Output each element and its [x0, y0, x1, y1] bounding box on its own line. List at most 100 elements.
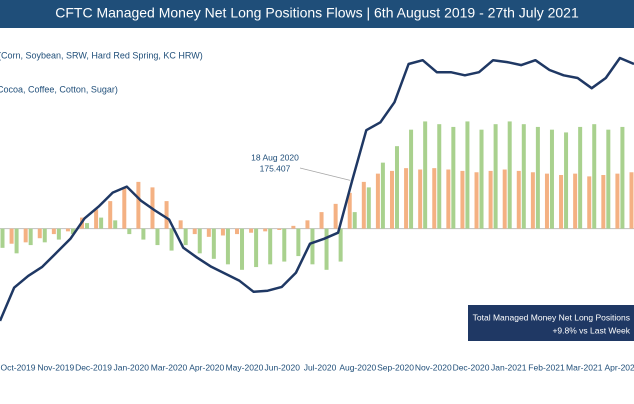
bar	[42, 228, 47, 243]
summary-change: +9.8% vs Last Week	[552, 325, 630, 335]
bar	[122, 187, 127, 229]
annotation-value: 175.407	[260, 163, 291, 173]
bar	[291, 225, 296, 229]
bar	[530, 172, 535, 229]
bar	[235, 228, 240, 235]
bar	[9, 228, 14, 244]
bar	[418, 169, 423, 229]
bar	[394, 146, 399, 229]
x-tick-label: Nov-2020	[415, 362, 452, 372]
bar	[23, 228, 28, 243]
bar	[549, 129, 554, 229]
bar	[310, 228, 315, 265]
bar	[437, 124, 442, 229]
bar	[404, 168, 409, 229]
bar	[127, 228, 132, 235]
title-bar	[0, 0, 634, 28]
bar	[375, 173, 380, 229]
line	[0, 56, 634, 322]
bar	[446, 169, 451, 229]
bar	[56, 228, 61, 240]
bar	[324, 228, 329, 270]
bar	[169, 228, 174, 251]
bar	[206, 228, 211, 237]
bar	[620, 126, 625, 229]
bar	[0, 228, 5, 248]
bar	[606, 129, 611, 229]
bar	[564, 132, 569, 229]
bar	[409, 129, 414, 229]
bar	[197, 228, 202, 254]
x-tick-label: Mar-2021	[566, 362, 603, 372]
bar	[573, 173, 578, 229]
bar	[141, 228, 146, 240]
bar	[615, 173, 620, 229]
bar	[268, 228, 273, 265]
x-tick-label: Aug-2020	[339, 362, 376, 372]
x-tick-label: Feb-2021	[528, 362, 565, 372]
bar	[587, 176, 592, 229]
bar	[108, 201, 113, 229]
x-tick-label: Dec-2020	[453, 362, 490, 372]
bar	[333, 203, 338, 229]
x-tick-label: Jul-2020	[304, 362, 337, 372]
bar	[225, 228, 230, 265]
legend-entry: (Cocoa, Coffee, Cotton, Sugar)	[0, 84, 118, 94]
x-tick-label: Oct-2019	[1, 362, 36, 372]
bar	[479, 129, 484, 229]
bar	[99, 217, 104, 229]
bar	[347, 192, 352, 229]
legend-entry: (Corn, Soybean, SRW, Hard Red Spring, KC…	[0, 50, 203, 60]
bar	[70, 228, 75, 235]
bar	[220, 228, 225, 236]
summary-box	[468, 305, 634, 341]
bar	[521, 124, 526, 229]
bar	[601, 175, 606, 229]
legend: (Corn, Soybean, SRW, Hard Red Spring, KC…	[0, 50, 203, 94]
bar	[502, 169, 507, 229]
bar	[113, 220, 118, 229]
bar	[211, 228, 216, 259]
x-tick-label: Jan-2021	[491, 362, 527, 372]
summary-title: Total Managed Money Net Long Positions	[473, 312, 630, 322]
bar	[65, 228, 70, 232]
bar	[51, 228, 56, 235]
bar	[296, 228, 301, 257]
bar	[338, 228, 343, 262]
bar	[240, 228, 245, 270]
bar	[37, 228, 42, 239]
bar	[451, 126, 456, 229]
bar	[249, 228, 254, 233]
bar	[389, 170, 394, 229]
bar	[465, 121, 470, 229]
bar	[85, 223, 90, 229]
bar	[282, 228, 287, 262]
bar	[460, 170, 465, 229]
annotation-label: 18 Aug 2020	[251, 152, 299, 162]
bar	[164, 201, 169, 229]
bar	[254, 228, 259, 268]
x-tick-label: May-2020	[226, 362, 264, 372]
bar	[192, 228, 197, 235]
bar	[319, 212, 324, 229]
bar	[178, 220, 183, 229]
x-tick-label: Mar-2020	[151, 362, 188, 372]
bar	[629, 172, 634, 229]
bar	[361, 181, 366, 229]
bar	[366, 187, 371, 229]
bar	[559, 175, 564, 229]
x-tick-label: Jan-2020	[114, 362, 150, 372]
bar	[183, 228, 188, 246]
x-tick-label: Nov-2019	[37, 362, 74, 372]
bar	[507, 121, 512, 229]
bar	[28, 228, 33, 246]
bar	[578, 126, 583, 229]
bar	[136, 181, 141, 229]
x-tick-label: Apr-2020	[189, 362, 224, 372]
bar	[352, 212, 357, 229]
bar	[493, 124, 498, 229]
bar	[94, 209, 99, 229]
bar	[592, 124, 597, 229]
bar	[488, 170, 493, 229]
